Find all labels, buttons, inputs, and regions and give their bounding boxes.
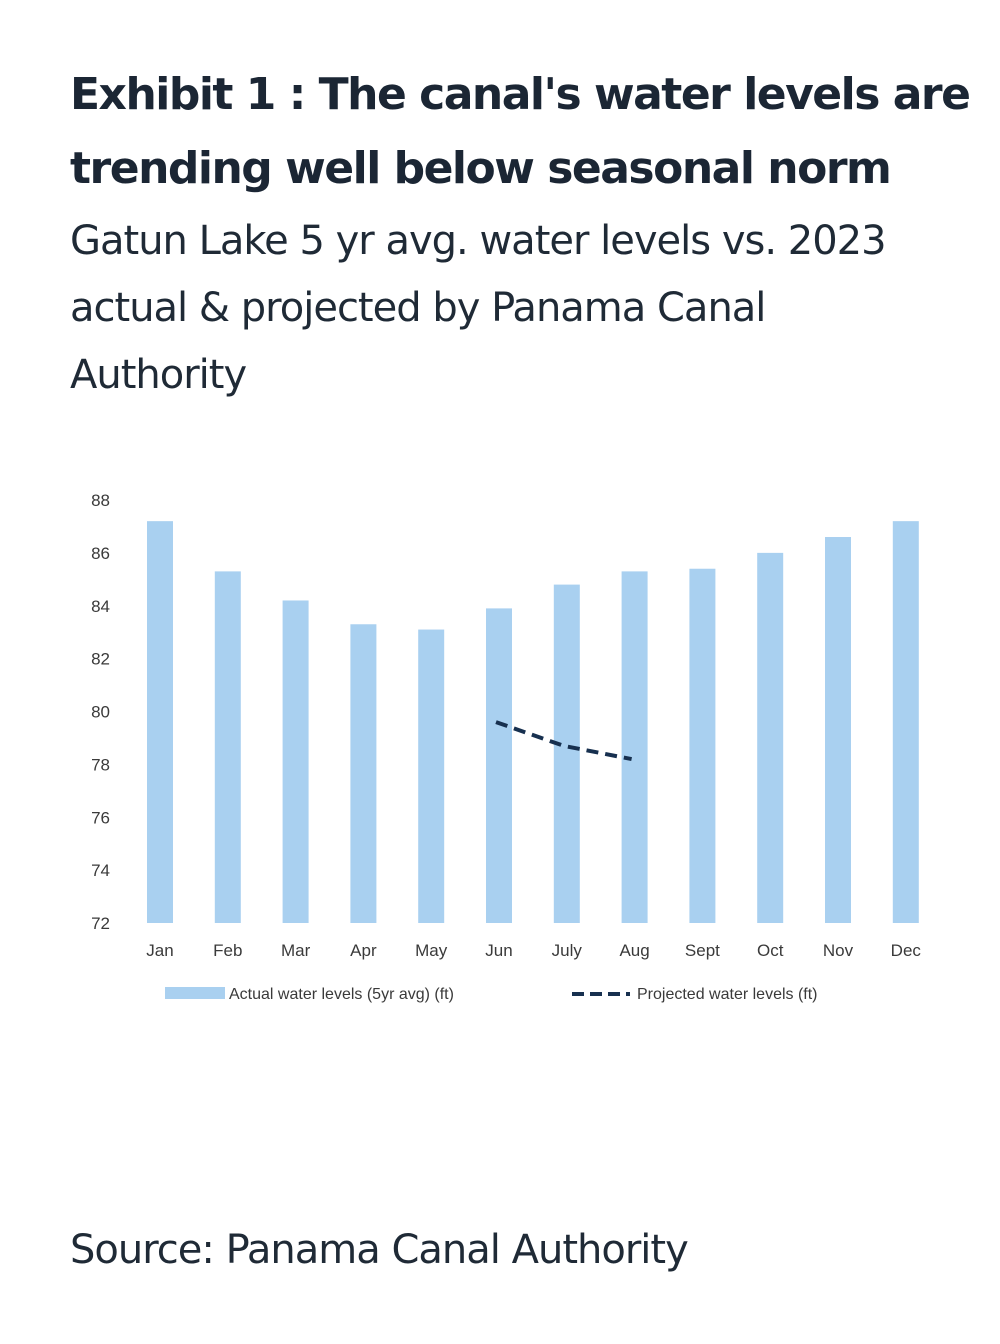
legend: Actual water levels (5yr avg) (ft) Proje… [165, 986, 818, 1003]
y-tick-label: 86 [91, 544, 110, 563]
bar-oct [757, 552, 784, 923]
bar-july [553, 584, 580, 923]
source-note: Source: Panama Canal Authority [70, 1227, 689, 1273]
bar-apr [350, 624, 377, 923]
projected-series [495, 720, 632, 762]
bar-may [418, 629, 445, 923]
bar-mar [282, 600, 309, 923]
x-tick-label: Jan [146, 941, 173, 960]
bar-nov [825, 537, 851, 923]
x-tick-label: Apr [350, 941, 377, 960]
y-tick-label: 82 [91, 650, 110, 669]
bar-sept [689, 568, 716, 923]
bar-series [147, 521, 919, 923]
x-tick-label: May [415, 941, 448, 960]
bar-jan [147, 521, 173, 923]
x-tick-label: July [552, 941, 583, 960]
legend-label-actual: Actual water levels (5yr avg) (ft) [229, 986, 454, 1003]
x-axis: Jan Feb Mar Apr May Jun July Aug Sept Oct Nov Dec [146, 941, 921, 960]
y-tick-label: 78 [91, 755, 110, 774]
x-tick-label: Dec [891, 941, 922, 960]
bar-aug [621, 571, 648, 923]
x-tick-label: Oct [757, 941, 784, 960]
x-tick-label: Aug [619, 941, 649, 960]
x-tick-label: Feb [213, 941, 242, 960]
y-tick-label: 74 [91, 861, 110, 880]
y-tick-label: 76 [91, 808, 110, 827]
chart-subtitle: Gatun Lake 5 yr avg. water levels vs. 20… [70, 218, 887, 398]
chart-title: Exhibit 1 : The canal's water levels are… [70, 69, 971, 194]
legend-label-projected: Projected water levels (ft) [637, 986, 818, 1003]
y-axis: 72 74 76 78 80 82 84 86 88 [91, 491, 110, 933]
legend-swatch-actual [165, 987, 225, 999]
y-tick-label: 72 [91, 914, 110, 933]
projected-line [495, 720, 632, 762]
bar-jun [486, 608, 512, 923]
x-tick-label: Mar [281, 941, 311, 960]
x-tick-label: Sept [685, 941, 720, 960]
bar-dec [892, 521, 919, 923]
x-tick-label: Jun [485, 941, 512, 960]
y-tick-label: 80 [91, 703, 110, 722]
y-tick-label: 84 [91, 597, 110, 616]
bar-feb [214, 571, 241, 923]
x-tick-label: Nov [823, 941, 854, 960]
y-tick-label: 88 [91, 491, 110, 510]
